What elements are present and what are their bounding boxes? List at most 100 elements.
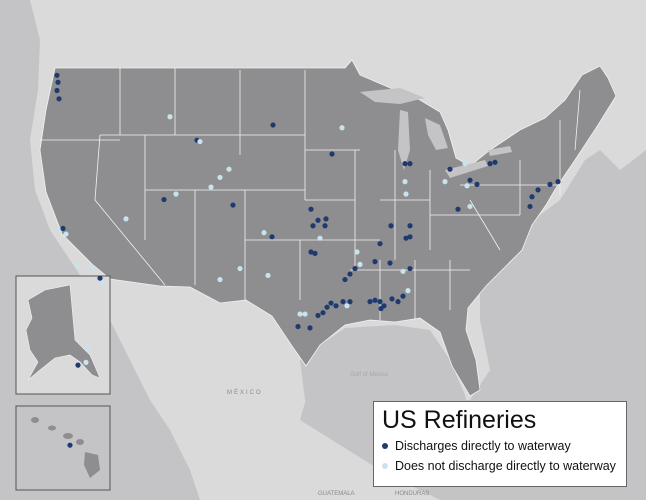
- refinery-discharging: [322, 223, 328, 229]
- refinery-non-discharging: [265, 272, 271, 279]
- refinery-discharging: [75, 362, 81, 368]
- refinery-discharging: [555, 179, 561, 185]
- refinery-discharging: [54, 87, 60, 94]
- refinery-non-discharging: [100, 279, 106, 285]
- state-borders: [40, 68, 581, 320]
- refinery-discharging: [295, 323, 301, 330]
- legend-title: US Refineries: [382, 406, 537, 434]
- refinery-non-discharging: [402, 179, 408, 185]
- refinery-discharging: [387, 260, 393, 266]
- refinery-discharging: [377, 241, 383, 247]
- refinery-discharging: [377, 299, 383, 305]
- refinery-discharging: [340, 299, 346, 305]
- refinery-discharging: [60, 225, 66, 232]
- refinery-discharging: [388, 223, 394, 229]
- refinery-non-discharging: [123, 216, 129, 222]
- refinery-discharging: [310, 223, 316, 229]
- refinery-discharging: [547, 181, 553, 187]
- refinery-non-discharging: [197, 138, 203, 145]
- refinery-non-discharging: [403, 191, 409, 197]
- refinery-discharging: [270, 122, 276, 128]
- refinery-non-discharging: [467, 203, 473, 210]
- refinery-discharging: [455, 206, 461, 212]
- refinery-discharging: [315, 217, 321, 223]
- refinery-points: [54, 72, 561, 448]
- dark-dot-icon: [382, 443, 388, 449]
- refinery-discharging: [474, 181, 480, 187]
- refinery-discharging: [308, 249, 314, 255]
- refinery-non-discharging: [317, 235, 323, 241]
- refinery-non-discharging: [464, 183, 470, 189]
- refinery-discharging: [372, 259, 378, 265]
- label-honduras: HONDURAS: [395, 491, 430, 497]
- refinery-non-discharging: [89, 264, 95, 270]
- refinery-discharging: [67, 442, 73, 448]
- refinery-discharging: [389, 296, 395, 302]
- refinery-non-discharging: [297, 311, 303, 317]
- refinery-non-discharging: [85, 345, 91, 352]
- refinery-discharging: [407, 265, 413, 272]
- refinery-discharging: [54, 72, 60, 78]
- refinery-non-discharging: [217, 276, 223, 283]
- refinery-non-discharging: [63, 231, 69, 237]
- refinery-discharging: [56, 96, 62, 102]
- legend: US Refineries Discharges directly to wat…: [373, 401, 627, 487]
- refinery-discharging: [312, 250, 318, 256]
- refinery-non-discharging: [442, 179, 448, 185]
- refinery-discharging: [329, 151, 335, 157]
- legend-label: Does not discharge directly to waterway: [395, 459, 616, 473]
- refinery-discharging: [324, 304, 330, 310]
- refinery-discharging: [342, 276, 348, 283]
- legend-item-discharges: Discharges directly to waterway: [382, 436, 618, 456]
- refinery-discharging: [395, 299, 401, 305]
- refinery-discharging: [315, 312, 321, 319]
- refinery-discharging: [402, 161, 408, 167]
- light-dot-icon: [382, 463, 388, 469]
- refinery-non-discharging: [302, 311, 308, 317]
- refinery-discharging: [407, 223, 413, 229]
- refinery-non-discharging: [75, 263, 81, 269]
- refinery-non-discharging: [344, 303, 350, 309]
- refinery-discharging: [269, 234, 275, 240]
- hawaii-islands: [31, 417, 100, 478]
- refinery-non-discharging: [339, 125, 345, 131]
- refinery-non-discharging: [173, 191, 179, 197]
- refinery-discharging: [529, 194, 535, 200]
- refinery-non-discharging: [354, 249, 360, 255]
- refinery-discharging: [352, 265, 358, 272]
- refinery-non-discharging: [261, 230, 267, 236]
- label-mexico: MÉXICO: [227, 390, 263, 396]
- label-gulf: Gulf of Mexico: [350, 372, 389, 378]
- refinery-non-discharging: [237, 265, 243, 272]
- refinery-non-discharging: [217, 174, 223, 181]
- refinery-discharging: [55, 79, 61, 85]
- refinery-discharging: [230, 202, 236, 208]
- refinery-non-discharging: [400, 268, 406, 274]
- refinery-discharging: [97, 275, 103, 281]
- hawaii-inset: [15, 405, 111, 491]
- refinery-discharging: [407, 161, 413, 167]
- refinery-discharging: [527, 203, 533, 210]
- great-lakes: [360, 88, 512, 178]
- refinery-discharging: [347, 271, 353, 277]
- label-guatemala: GUATEMALA: [318, 491, 355, 497]
- refinery-non-discharging: [83, 359, 89, 365]
- refinery-discharging: [447, 166, 453, 172]
- baja-peninsula: [110, 282, 178, 390]
- refinery-discharging: [367, 299, 373, 305]
- refinery-discharging: [161, 196, 167, 203]
- refinery-discharging: [400, 293, 406, 299]
- refinery-discharging: [328, 300, 334, 306]
- refinery-discharging: [307, 325, 313, 331]
- refinery-non-discharging: [167, 114, 173, 120]
- refinery-discharging: [320, 310, 326, 316]
- refinery-discharging: [467, 177, 473, 183]
- legend-item-no-discharge: Does not discharge directly to waterway: [382, 456, 618, 476]
- refinery-discharging: [535, 187, 541, 193]
- refinery-discharging: [381, 303, 387, 309]
- refinery-discharging: [492, 159, 498, 165]
- refinery-discharging: [323, 216, 329, 222]
- refinery-discharging: [403, 235, 409, 241]
- legend-label: Discharges directly to waterway: [395, 439, 571, 453]
